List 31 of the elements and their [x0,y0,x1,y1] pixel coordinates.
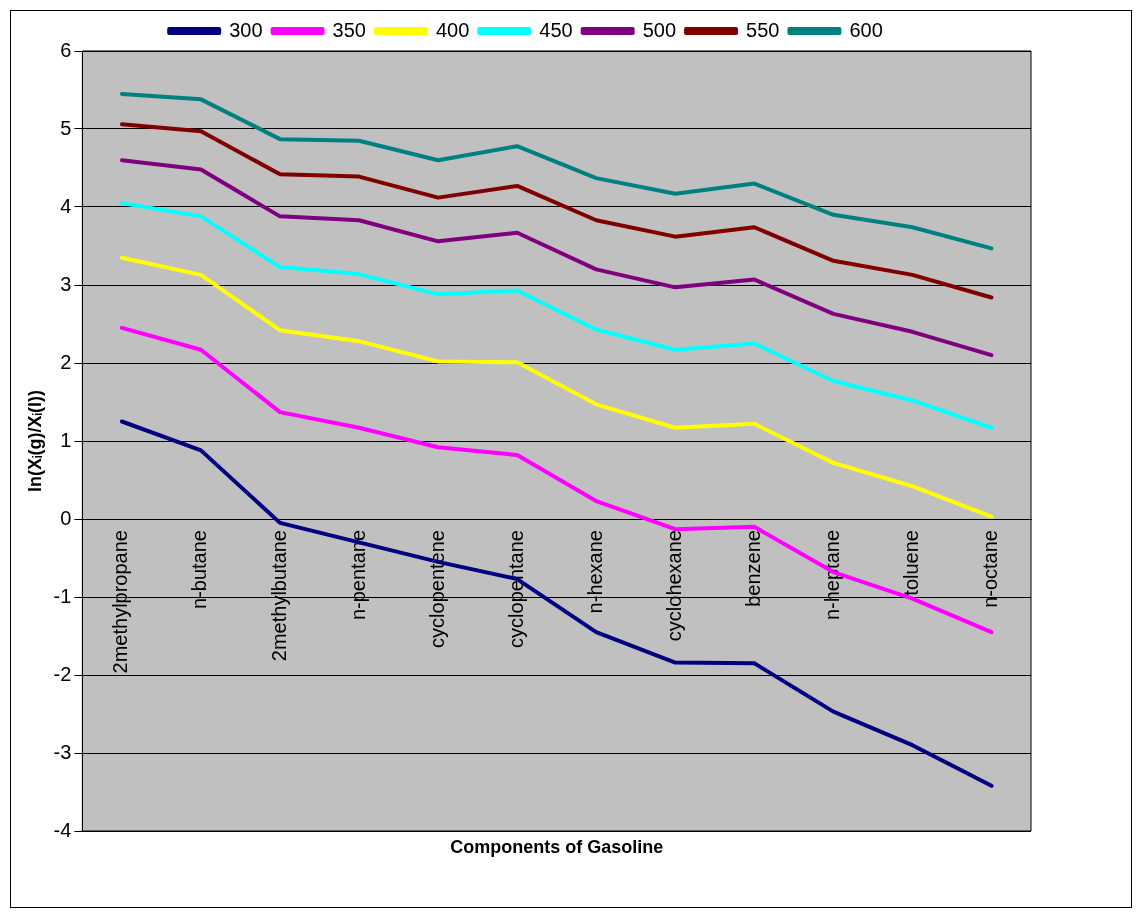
x-axis-title: Components of Gasoline [450,836,664,857]
x-tick-label: benzene [741,530,764,607]
y-tick-label: 0 [60,506,72,529]
y-tick-label: 5 [60,116,72,139]
y-tick-label: 2 [60,350,72,373]
y-tick-label: -2 [53,662,72,685]
y-tick-label: -1 [53,584,72,607]
legend-label: 400 [435,18,470,41]
x-tick-label: cyclohexane [662,530,685,642]
y-tick-label: 3 [60,272,72,295]
legend-label: 450 [539,18,573,41]
legend-label: 350 [332,18,366,41]
y-axis-title: ln(Xᵢ(g)/Xᵢ(l)) [24,389,45,493]
x-tick-label: 2methylpropane [109,530,132,674]
x-tick-label: cyclopentane [504,530,527,648]
y-tick-label: 6 [60,38,72,61]
y-tick-label: -4 [53,818,72,841]
x-tick-label: 2methylbutane [267,530,290,662]
y-tick-label: 1 [60,428,72,451]
x-tick-label: n-pentane [346,530,369,621]
x-tick-label: n-butane [188,530,211,609]
x-tick-label: toluene [899,530,922,596]
x-tick-label: cyclopentene [425,530,448,648]
y-tick-label: -3 [53,740,72,763]
legend-label: 550 [746,18,780,41]
x-tick-label: n-octane [978,530,1001,608]
y-tick-label: 4 [60,194,72,217]
legend-label: 600 [849,18,883,41]
x-tick-label: n-hexane [583,530,606,614]
legend-label: 300 [229,18,263,41]
legend-label: 500 [642,18,677,41]
